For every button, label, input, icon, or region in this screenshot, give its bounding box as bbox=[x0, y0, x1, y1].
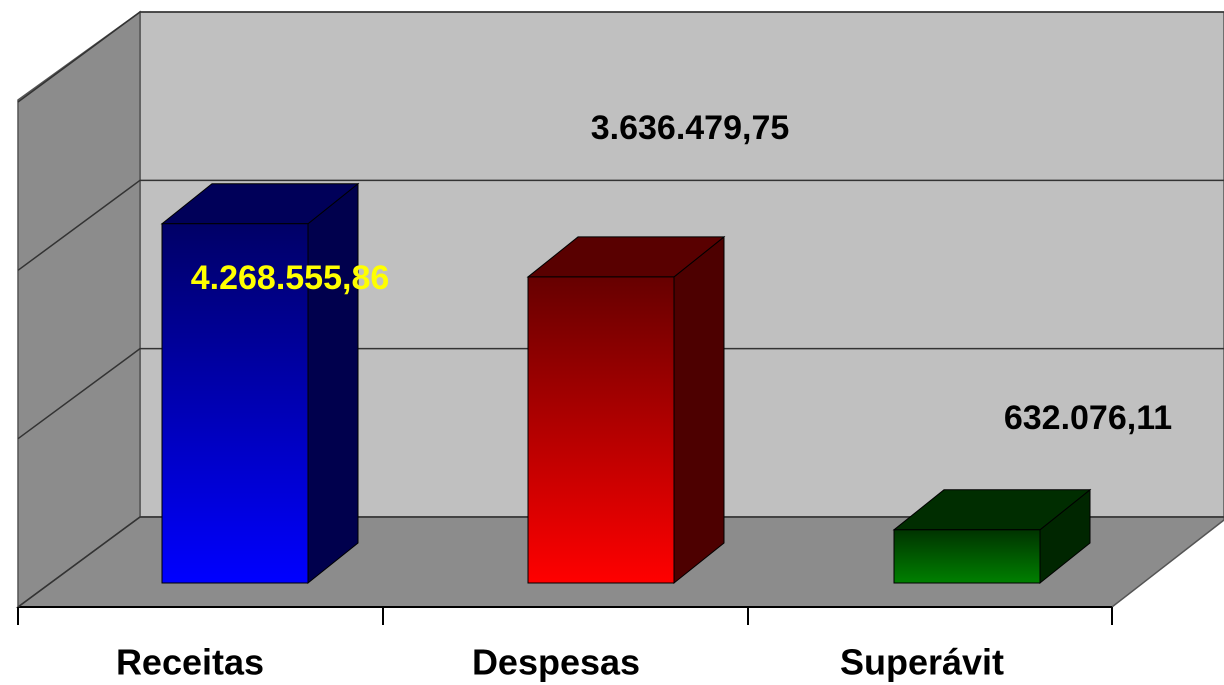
x-tick-label: Despesas bbox=[472, 642, 640, 683]
bar bbox=[526, 235, 726, 585]
bar-front bbox=[527, 276, 675, 584]
x-tick-label: Superávit bbox=[840, 642, 1004, 683]
bar-front bbox=[893, 529, 1041, 584]
bar-side bbox=[307, 182, 359, 585]
grid bbox=[17, 11, 1224, 625]
bars bbox=[160, 182, 1092, 585]
grid-line bbox=[17, 11, 1224, 103]
value-label: 632.076,11 bbox=[1004, 399, 1172, 437]
value-label: 3.636.479,75 bbox=[591, 109, 790, 147]
left-wall bbox=[17, 10, 141, 609]
x-tick-label: Receitas bbox=[116, 642, 264, 683]
bar-front bbox=[161, 223, 309, 584]
bar-side bbox=[673, 235, 725, 585]
grid-line bbox=[17, 347, 1224, 440]
grid-line bbox=[17, 179, 1224, 271]
bar bbox=[160, 182, 360, 585]
grid-line bbox=[17, 516, 1224, 608]
value-label: 4.268.555,86 bbox=[191, 259, 390, 297]
bar bbox=[892, 488, 1092, 585]
